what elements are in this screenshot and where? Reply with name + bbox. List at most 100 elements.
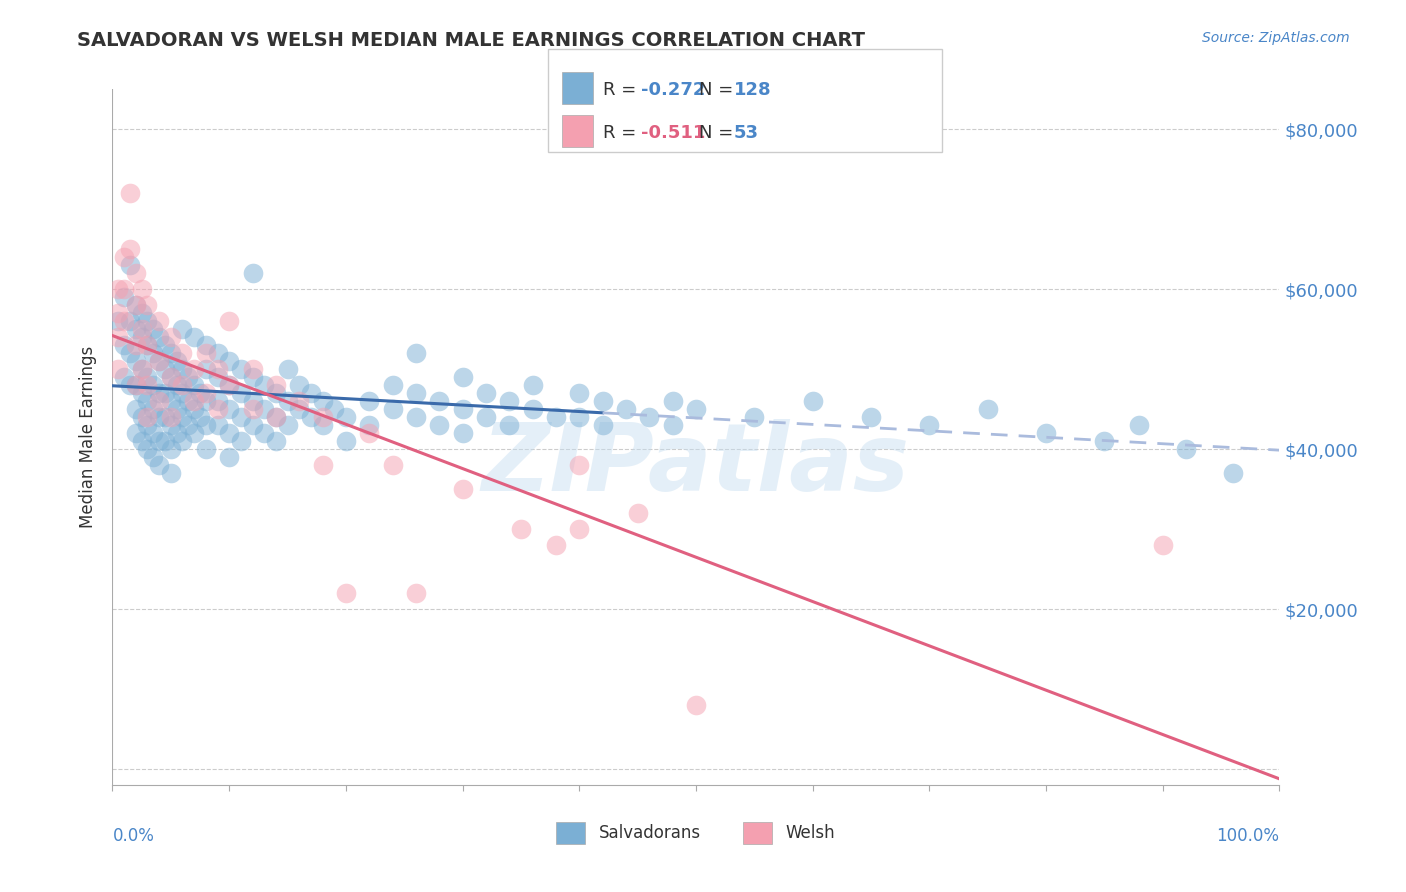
Point	[125, 322, 148, 336]
Point	[207, 346, 229, 360]
Point	[107, 314, 129, 328]
Point	[131, 362, 153, 376]
Point	[335, 586, 357, 600]
Point	[918, 418, 941, 433]
Point	[359, 418, 381, 433]
Point	[131, 322, 153, 336]
Point	[125, 426, 148, 441]
Point	[183, 402, 205, 417]
Point	[264, 410, 287, 425]
Point	[229, 434, 252, 448]
Point	[166, 402, 188, 417]
Point	[207, 394, 229, 409]
Point	[148, 434, 170, 448]
Point	[131, 362, 153, 376]
Point	[183, 378, 205, 392]
Point	[142, 426, 165, 441]
Point	[118, 186, 141, 201]
Text: SALVADORAN VS WELSH MEDIAN MALE EARNINGS CORRELATION CHART: SALVADORAN VS WELSH MEDIAN MALE EARNINGS…	[77, 31, 865, 50]
Text: 100.0%: 100.0%	[1216, 827, 1279, 845]
Point	[218, 378, 240, 392]
Point	[522, 402, 544, 417]
Point	[172, 322, 194, 336]
Point	[218, 314, 240, 328]
Point	[976, 402, 998, 417]
Point	[125, 266, 148, 280]
Y-axis label: Median Male Earnings: Median Male Earnings	[79, 346, 97, 528]
Point	[475, 410, 498, 425]
Point	[136, 338, 159, 352]
Point	[177, 370, 200, 384]
Point	[276, 362, 298, 376]
Point	[107, 306, 129, 320]
Point	[148, 330, 170, 344]
Point	[544, 538, 567, 552]
Text: N =: N =	[699, 124, 738, 142]
Point	[136, 394, 159, 409]
Point	[218, 402, 240, 417]
Point	[744, 410, 766, 425]
Point	[242, 394, 264, 409]
Point	[125, 298, 148, 312]
Point	[242, 418, 264, 433]
Point	[253, 426, 276, 441]
Point	[194, 362, 217, 376]
Point	[177, 418, 200, 433]
Point	[107, 330, 129, 344]
Point	[131, 330, 153, 344]
Point	[451, 402, 474, 417]
Point	[148, 410, 170, 425]
Point	[253, 402, 276, 417]
Point	[264, 434, 287, 448]
Point	[153, 410, 176, 425]
Point	[218, 426, 240, 441]
Point	[614, 402, 637, 417]
Point	[183, 394, 205, 409]
Point	[142, 402, 165, 417]
Point	[288, 402, 311, 417]
Point	[107, 362, 129, 376]
Point	[405, 386, 427, 401]
Point	[335, 434, 357, 448]
Point	[638, 410, 661, 425]
Point	[142, 346, 165, 360]
Point	[153, 362, 176, 376]
Point	[183, 426, 205, 441]
Point	[1152, 538, 1174, 552]
Point	[125, 338, 148, 352]
Point	[194, 386, 217, 401]
Point	[253, 378, 276, 392]
Point	[142, 322, 165, 336]
Point	[311, 394, 333, 409]
Point	[1128, 418, 1150, 433]
Point	[592, 394, 614, 409]
Point	[264, 378, 287, 392]
Point	[229, 386, 252, 401]
Point	[299, 386, 322, 401]
Point	[148, 354, 170, 368]
Point	[218, 450, 240, 464]
Point	[125, 378, 148, 392]
Point	[153, 338, 176, 352]
FancyBboxPatch shape	[555, 822, 585, 844]
Point	[148, 386, 170, 401]
Point	[177, 394, 200, 409]
Point	[592, 418, 614, 433]
Point	[118, 378, 141, 392]
Point	[544, 410, 567, 425]
Point	[136, 442, 159, 456]
Point	[568, 458, 591, 472]
Point	[131, 434, 153, 448]
Point	[172, 410, 194, 425]
Point	[183, 330, 205, 344]
Point	[311, 418, 333, 433]
Point	[172, 378, 194, 392]
Text: Source: ZipAtlas.com: Source: ZipAtlas.com	[1202, 31, 1350, 45]
Point	[131, 306, 153, 320]
Point	[405, 410, 427, 425]
Point	[685, 402, 707, 417]
Point	[131, 386, 153, 401]
Point	[172, 346, 194, 360]
Point	[194, 442, 217, 456]
Text: R =: R =	[603, 124, 643, 142]
